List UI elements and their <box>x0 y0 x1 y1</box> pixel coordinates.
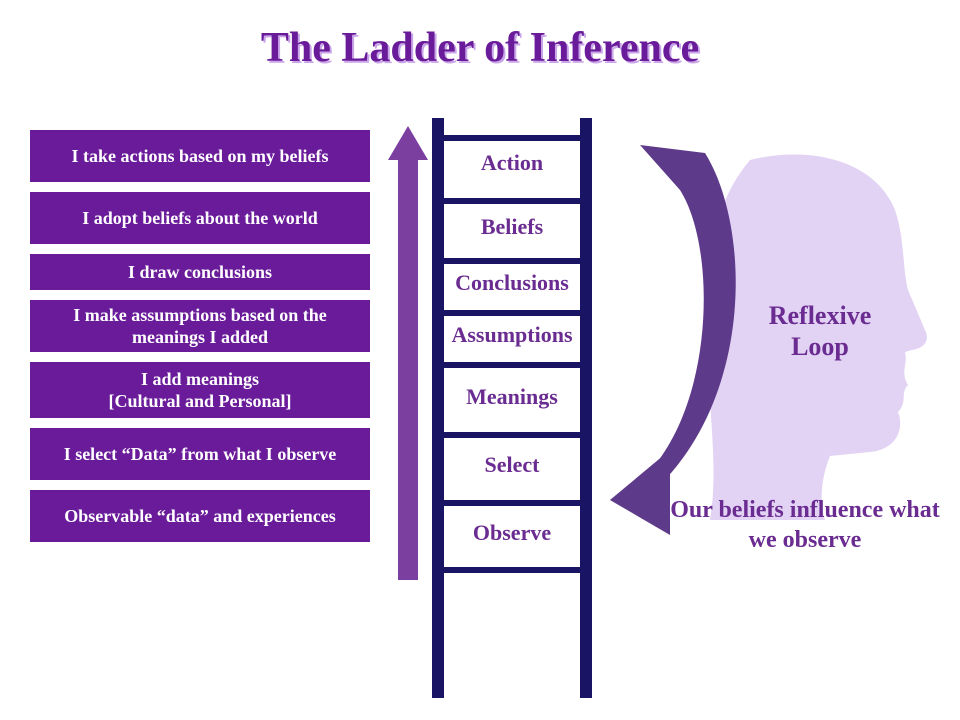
ladder-label: Action <box>432 150 592 176</box>
desc-box-select: I select “Data” from what I observe <box>30 428 370 480</box>
desc-text: I adopt beliefs about the world <box>82 207 318 230</box>
ladder-rung <box>432 310 592 316</box>
ladder-rung <box>432 135 592 141</box>
desc-box-observe: Observable “data” and experiences <box>30 490 370 542</box>
desc-text: Observable “data” and experiences <box>64 505 336 528</box>
desc-box-conclusions: I draw conclusions <box>30 254 370 290</box>
desc-text: I add meanings[Cultural and Personal] <box>108 368 291 413</box>
ladder: Action Beliefs Conclusions Assumptions Meani… <box>432 118 592 698</box>
desc-text: I make assumptions based on the meanings… <box>40 304 360 349</box>
ladder-label: Conclusions <box>432 270 592 296</box>
desc-text: I select “Data” from what I observe <box>64 443 337 466</box>
desc-box-beliefs: I adopt beliefs about the world <box>30 192 370 244</box>
title-text: The Ladder of Inference <box>261 25 699 71</box>
ladder-label: Meanings <box>432 384 592 410</box>
ladder-rung <box>432 362 592 368</box>
ladder-label: Select <box>432 452 592 478</box>
ladder-rung <box>432 432 592 438</box>
desc-text: I take actions based on my beliefs <box>71 145 328 168</box>
arrow-head <box>388 126 428 160</box>
desc-box-assumptions: I make assumptions based on the meanings… <box>30 300 370 352</box>
desc-box-action: I take actions based on my beliefs <box>30 130 370 182</box>
ladder-label: Observe <box>432 520 592 546</box>
belief-note: Our beliefs influence what we observe <box>660 495 950 555</box>
page-title: The Ladder of Inference <box>0 24 960 72</box>
ladder-rung <box>432 500 592 506</box>
reflexive-text: ReflexiveLoop <box>769 301 872 361</box>
diagram-stage: The Ladder of Inference I take actions b… <box>0 0 960 720</box>
ladder-label: Beliefs <box>432 214 592 240</box>
belief-note-text: Our beliefs influence what we observe <box>670 497 940 553</box>
ladder-rung <box>432 567 592 573</box>
ladder-rung <box>432 258 592 264</box>
desc-box-meanings: I add meanings[Cultural and Personal] <box>30 362 370 418</box>
arrow-shaft <box>398 160 418 580</box>
desc-text: I draw conclusions <box>128 261 272 284</box>
ladder-label: Assumptions <box>432 322 592 348</box>
reflexive-loop-label: ReflexiveLoop <box>720 300 920 362</box>
ladder-rung <box>432 198 592 204</box>
